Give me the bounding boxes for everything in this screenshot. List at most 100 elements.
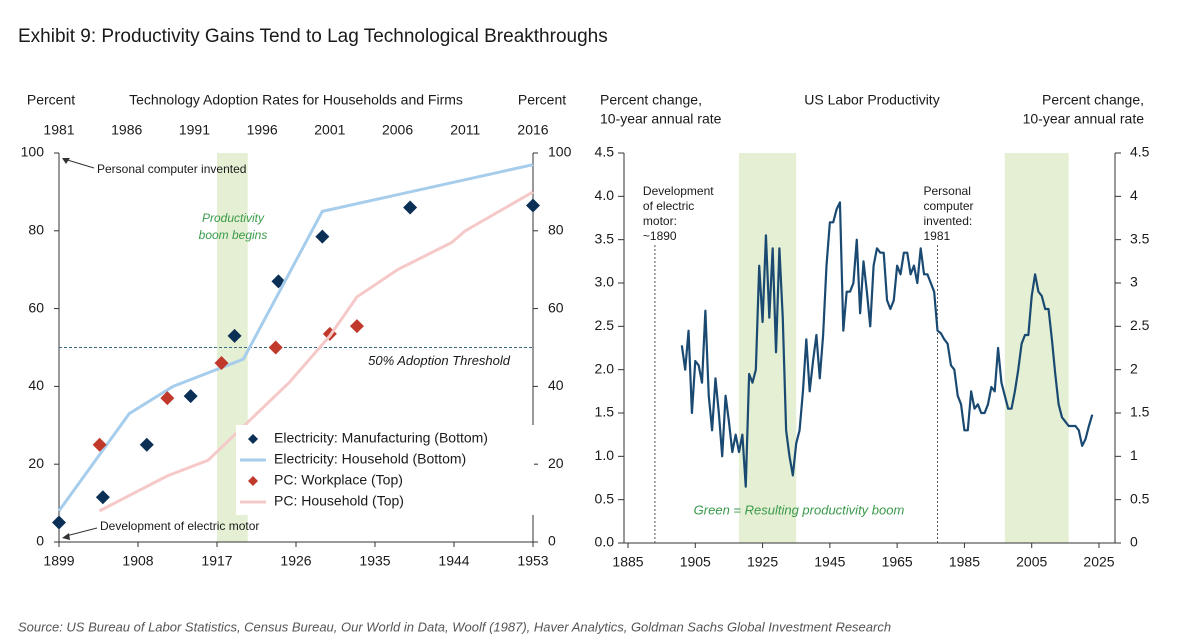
y-tick-label: 60 bbox=[28, 299, 44, 315]
shade-label: Productivity bbox=[202, 211, 265, 225]
y2-tick-label: 2.5 bbox=[1130, 317, 1150, 333]
annotation-arrow bbox=[65, 527, 98, 537]
y-axis-label: Percent bbox=[27, 92, 75, 108]
legend-label: PC: Household (Top) bbox=[274, 493, 404, 509]
y2-tick-label: 1.5 bbox=[1130, 404, 1150, 420]
x-tick-label: 2005 bbox=[1016, 554, 1047, 570]
y2-axis-label: 10-year annual rate bbox=[1023, 111, 1145, 127]
arrow-head bbox=[62, 533, 70, 540]
series-marker bbox=[52, 515, 66, 530]
legend-box bbox=[236, 425, 534, 515]
x-tick-label: 1985 bbox=[949, 554, 980, 570]
y-tick-label: 4.0 bbox=[595, 187, 615, 203]
event-label: motor: bbox=[643, 214, 677, 228]
y-tick-label: 1.5 bbox=[595, 404, 615, 420]
annotation: Development of electric motor bbox=[100, 519, 259, 533]
x-tick-label: 1905 bbox=[680, 554, 711, 570]
y2-tick-label: 2 bbox=[1130, 360, 1138, 376]
series-marker bbox=[349, 319, 364, 334]
shade-label: boom begins bbox=[199, 228, 268, 242]
y-tick-label: 2.0 bbox=[595, 360, 615, 376]
x-tick-label: 1926 bbox=[280, 553, 311, 569]
series-line bbox=[680, 201, 1094, 488]
x-tick-label: 2025 bbox=[1083, 554, 1114, 570]
y2-tick-label: 80 bbox=[548, 222, 564, 238]
legend-label: Electricity: Manufacturing (Bottom) bbox=[274, 430, 488, 446]
x-tick-label: 1925 bbox=[747, 554, 778, 570]
y-tick-label: 4.5 bbox=[595, 144, 615, 160]
annotation-arrow bbox=[63, 158, 95, 169]
y2-tick-label: 0.5 bbox=[1130, 490, 1150, 506]
chart-title: US Labor Productivity bbox=[804, 92, 939, 108]
y-tick-label: 1.0 bbox=[595, 447, 615, 463]
x-tick-label: 1899 bbox=[43, 553, 74, 569]
y2-tick-label: 3 bbox=[1130, 274, 1138, 290]
series-marker bbox=[139, 437, 154, 452]
y-tick-label: 0.0 bbox=[595, 534, 615, 550]
legend-swatch bbox=[248, 434, 258, 444]
y2-axis-label: Percent bbox=[518, 92, 566, 108]
figure-title: Exhibit 9: Productivity Gains Tend to La… bbox=[18, 26, 608, 47]
series-marker bbox=[183, 389, 198, 404]
y2-tick-label: 3.5 bbox=[1130, 230, 1150, 246]
source: Source: US Bureau of Labor Statistics, C… bbox=[18, 619, 891, 634]
y-axis-label: 10-year annual rate bbox=[600, 111, 722, 127]
y-tick-label: 0.5 bbox=[595, 490, 615, 506]
y-tick-label: 40 bbox=[28, 377, 44, 393]
y2-axis-label: Percent change, bbox=[1042, 92, 1144, 108]
series-line bbox=[57, 163, 534, 512]
series-marker bbox=[526, 198, 540, 213]
y-tick-label: 0 bbox=[36, 533, 44, 549]
y-tick-label: 20 bbox=[28, 455, 44, 471]
x2-tick-label: 1996 bbox=[247, 122, 278, 138]
x2-tick-label: 1991 bbox=[179, 122, 210, 138]
legend-label: Electricity: Household (Bottom) bbox=[274, 451, 466, 467]
shade-band bbox=[739, 153, 797, 543]
x2-tick-label: 2001 bbox=[314, 122, 345, 138]
y-axis-label: Percent change, bbox=[600, 92, 702, 108]
y2-tick-label: 40 bbox=[548, 377, 564, 393]
x-tick-label: 1944 bbox=[438, 553, 469, 569]
series-marker bbox=[227, 328, 242, 343]
chart-title: Technology Adoption Rates for Households… bbox=[129, 92, 463, 108]
series-line bbox=[98, 190, 534, 513]
y2-tick-label: 20 bbox=[548, 455, 564, 471]
x2-tick-label: 1981 bbox=[43, 122, 74, 138]
series-marker bbox=[315, 229, 330, 244]
x2-tick-label: 2016 bbox=[517, 122, 548, 138]
series-marker bbox=[214, 356, 229, 371]
x-tick-label: 1935 bbox=[359, 553, 390, 569]
x-tick-label: 1885 bbox=[612, 554, 643, 570]
event-label: computer bbox=[924, 199, 974, 213]
event-label: Development bbox=[643, 184, 714, 198]
y2-tick-label: 60 bbox=[548, 299, 564, 315]
x2-tick-label: 2011 bbox=[450, 122, 480, 138]
event-label: of electric bbox=[643, 199, 694, 213]
legend-label: PC: Workplace (Top) bbox=[274, 472, 403, 488]
y-tick-label: 3.0 bbox=[595, 274, 615, 290]
series-marker bbox=[92, 437, 107, 452]
y-tick-label: 80 bbox=[28, 222, 44, 238]
x-tick-label: 1917 bbox=[201, 553, 232, 569]
event-label: Personal bbox=[924, 184, 971, 198]
y2-tick-label: 0 bbox=[1130, 534, 1138, 550]
y2-tick-label: 1 bbox=[1130, 447, 1138, 463]
y2-tick-label: 100 bbox=[548, 144, 572, 160]
y-tick-label: 3.5 bbox=[595, 230, 615, 246]
x-tick-label: 1953 bbox=[517, 553, 548, 569]
legend-swatch bbox=[248, 476, 258, 486]
y2-tick-label: 4.5 bbox=[1130, 144, 1150, 160]
y2-tick-label: 0 bbox=[548, 533, 556, 549]
series-marker bbox=[160, 391, 175, 406]
series-marker bbox=[95, 490, 110, 505]
annotation: Green = Resulting productivity boom bbox=[694, 502, 905, 517]
arrow-head bbox=[62, 158, 70, 164]
event-label: 1981 bbox=[924, 229, 951, 243]
event-label: ~1890 bbox=[643, 229, 677, 243]
threshold-label: 50% Adoption Threshold bbox=[368, 353, 511, 368]
series-marker bbox=[403, 200, 418, 215]
y-tick-label: 100 bbox=[21, 144, 45, 160]
series-marker bbox=[268, 340, 283, 355]
annotation: Personal computer invented bbox=[97, 162, 246, 176]
